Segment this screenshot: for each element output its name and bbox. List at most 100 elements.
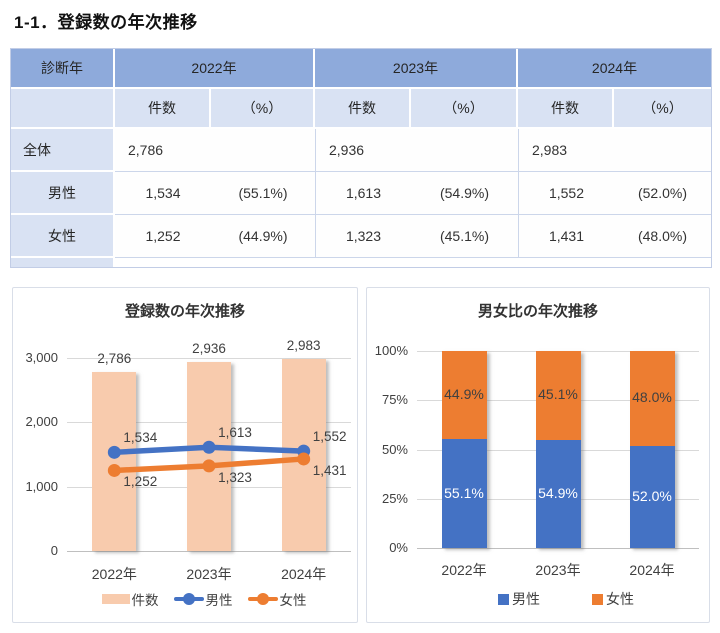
segment-male: [441, 439, 487, 548]
legend-label: 件数: [131, 593, 159, 608]
line-marker: [202, 440, 216, 454]
y-tick-label: 2,000: [25, 414, 58, 430]
segment-male: [535, 439, 581, 548]
segment-female: [535, 351, 581, 440]
male-pct-label: 52.0%: [632, 487, 672, 504]
grid-line: [67, 358, 351, 359]
table-year-header-row: 診断年 2022年 2023年 2024年: [11, 49, 711, 89]
male-pct-2022: (55.1%): [211, 172, 315, 215]
legend-bar-swatch: [101, 594, 130, 604]
legend-item: 件数: [101, 589, 159, 609]
grid-line: [67, 551, 351, 552]
chart-legend: 件数 男性 女性: [53, 589, 355, 609]
bar-value-label: 2,786: [97, 350, 132, 366]
line-value-label: 1,613: [218, 425, 252, 441]
table-row-female: 女性 1,252 (44.9%) 1,323 (45.1%) 1,431 (48…: [11, 215, 711, 258]
chart-title: 男女比の年次推移: [477, 303, 598, 320]
y-tick-label: 1,000: [25, 478, 58, 494]
line-value-label: 1,552: [312, 429, 347, 445]
segment-male: [629, 445, 675, 548]
male-pct-2024: (52.0%): [614, 172, 711, 215]
subheader-pct: （%）: [211, 89, 315, 129]
segment-female: [441, 351, 487, 440]
x-axis-label: 2024年: [629, 562, 675, 578]
chart-title: 登録数の年次推移: [124, 303, 245, 320]
grid-line: [417, 548, 699, 549]
y-tick-label: 25%: [381, 490, 408, 506]
legend-item: 男性: [173, 589, 233, 609]
female-pct-2024: (48.0%): [614, 215, 711, 258]
stacked-bar: [535, 351, 581, 548]
spacer-label-cell: [11, 258, 115, 267]
line-marker: [202, 459, 216, 473]
registrations-chart-panel: 登録数の年次推移 0 1,000 2,000 3,000 2,786 2,936 2,983 1…: [12, 287, 358, 623]
stacked-bar: [629, 351, 675, 548]
bar-value-label: 2,983: [286, 338, 321, 354]
subheader-pct: （%）: [411, 89, 518, 129]
male-count-2023: 1,613: [315, 172, 411, 215]
line-value-label: 1,323: [218, 469, 252, 485]
line-marker: [107, 463, 121, 477]
registrations-table: 診断年 2022年 2023年 2024年 件数 （%） 件数 （%） 件数 （…: [10, 48, 712, 268]
male-pct-label: 54.9%: [538, 484, 578, 501]
legend-square-swatch: [498, 593, 509, 605]
legend-item: 女性: [247, 589, 307, 609]
table-spacer-row: [11, 258, 711, 267]
female-count-2022: 1,252: [115, 215, 211, 258]
row-label-female: 女性: [11, 215, 115, 258]
row-label-male: 男性: [11, 172, 115, 215]
subheader-count: 件数: [518, 89, 614, 129]
x-axis-label: 2024年: [281, 566, 327, 582]
legend-label: 男性: [205, 593, 233, 608]
male-count-2024: 1,552: [518, 172, 614, 215]
line-series-canvas: [107, 440, 311, 477]
x-axis-label: 2023年: [186, 566, 232, 582]
year-header-2024: 2024年: [518, 49, 711, 89]
female-pct-label: 48.0%: [632, 389, 672, 406]
y-tick-label: 75%: [381, 392, 408, 408]
table-row-total: 全体 2,786 2,936 2,983: [11, 129, 711, 172]
line-value-label: 1,252: [123, 474, 158, 490]
legend-label: 女性: [606, 591, 634, 607]
segment-female: [629, 351, 675, 446]
y-tick-label: 100%: [374, 343, 408, 358]
legend-line-swatch: [247, 593, 278, 606]
legend-label: 女性: [279, 593, 307, 608]
x-axis-label: 2022年: [441, 562, 487, 578]
legend-marker-dot: [182, 593, 195, 605]
year-header-2022: 2022年: [115, 49, 315, 89]
subheader-count: 件数: [115, 89, 211, 129]
legend-item: 女性: [592, 589, 634, 609]
table-subheader-row: 件数 （%） 件数 （%） 件数 （%）: [11, 89, 711, 129]
chart-legend: 男性 女性: [427, 589, 705, 609]
line-value-label: 1,534: [123, 430, 158, 446]
y-tick-label: 50%: [381, 441, 408, 457]
legend-marker-dot: [256, 593, 269, 605]
legend-line-swatch: [173, 593, 204, 606]
legend-item: 男性: [498, 589, 540, 609]
y-tick-label: 3,000: [25, 350, 58, 365]
table-row-male: 男性 1,534 (55.1%) 1,613 (54.9%) 1,552 (52…: [11, 172, 711, 215]
count-bar: [92, 371, 137, 551]
total-count-2022: 2,786: [115, 129, 315, 172]
subheader-pct: （%）: [614, 89, 711, 129]
count-bar: [187, 362, 231, 551]
stacked-bar: [441, 351, 487, 548]
female-count-2024: 1,431: [518, 215, 614, 258]
bar-value-label: 2,936: [192, 341, 226, 357]
female-pct-label: 45.1%: [538, 386, 578, 403]
subheader-empty: [11, 89, 115, 129]
line-value-label: 1,431: [312, 462, 347, 478]
year-header-2023: 2023年: [315, 49, 518, 89]
y-tick-label: 0%: [389, 540, 408, 555]
male-pct-label: 55.1%: [444, 484, 484, 501]
row-label-total: 全体: [11, 129, 115, 172]
subheader-count: 件数: [315, 89, 411, 129]
female-pct-2023: (45.1%): [411, 215, 518, 258]
total-count-2024: 2,983: [518, 129, 711, 172]
y-tick-label: 0: [50, 543, 58, 558]
x-axis-label: 2022年: [91, 566, 137, 582]
page-title: 1-1．登録数の年次推移: [14, 13, 198, 32]
spacer-cell: [115, 258, 711, 267]
